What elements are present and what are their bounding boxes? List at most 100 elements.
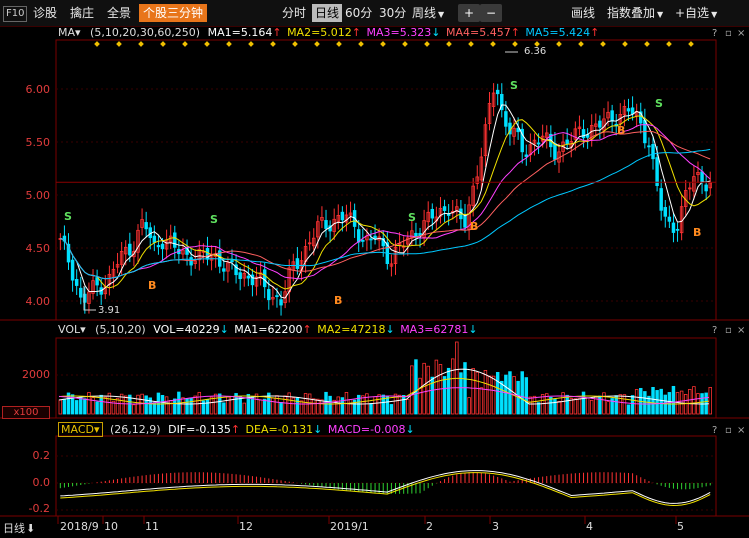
- fullscreen-icon[interactable]: ▫: [725, 28, 732, 39]
- volume-bar: [626, 404, 631, 415]
- candle-body: [647, 145, 651, 148]
- volume-bar: [634, 389, 639, 415]
- stock-3min-button[interactable]: 个股三分钟: [139, 4, 208, 22]
- candle-body: [124, 246, 128, 255]
- dropdown-arrow-icon[interactable]: ▾: [80, 323, 86, 336]
- zoom-in-button[interactable]: +: [458, 4, 481, 22]
- sell-signal: S: [655, 97, 663, 110]
- panorama-button[interactable]: 全景: [107, 6, 132, 20]
- volume-bar: [406, 398, 410, 415]
- vol-name[interactable]: VOL: [58, 323, 81, 336]
- candle-body: [626, 108, 631, 112]
- candle-body: [520, 128, 524, 153]
- candle-body: [414, 232, 418, 237]
- volume-bar: [540, 394, 545, 415]
- tab-60min[interactable]: 60分: [345, 6, 373, 20]
- volume-bar: [389, 404, 394, 415]
- event-marker-icon: [182, 41, 188, 47]
- volume-bar: [271, 397, 275, 415]
- volume-bar: [520, 371, 524, 415]
- candle-body: [422, 220, 426, 238]
- volume-bar: [647, 395, 651, 415]
- index-overlay-button[interactable]: 指数叠加 ▼: [607, 4, 663, 22]
- candle-body: [70, 259, 75, 281]
- candle-body: [663, 207, 668, 217]
- volume-bar: [643, 391, 647, 415]
- close-icon[interactable]: ×: [737, 28, 746, 39]
- candle-body: [193, 260, 197, 264]
- zoom-out-button[interactable]: −: [480, 4, 503, 22]
- volume-bar: [218, 393, 222, 415]
- candle-body: [258, 272, 263, 279]
- candle-body: [704, 184, 708, 192]
- fullscreen-icon[interactable]: ▫: [725, 425, 732, 436]
- volume-bar: [136, 394, 140, 415]
- candle-body: [553, 143, 557, 160]
- candle-body: [74, 279, 79, 286]
- tab-intraday[interactable]: 分时: [282, 6, 307, 20]
- f10-button[interactable]: F10: [3, 6, 28, 22]
- volume-bar: [246, 393, 251, 415]
- volume-bar: [393, 393, 398, 415]
- close-icon[interactable]: ×: [737, 425, 746, 436]
- watchlist-label: +自选: [675, 6, 710, 20]
- tab-30min[interactable]: 30分: [379, 6, 407, 20]
- tab-daily[interactable]: 日线: [312, 4, 343, 22]
- volume-bar: [475, 371, 479, 415]
- candle-body: [234, 264, 238, 276]
- help-icon[interactable]: ?: [712, 28, 718, 39]
- ma3-value: MA3=5.323: [366, 26, 432, 39]
- dropdown-arrow-icon[interactable]: ▾: [75, 26, 81, 39]
- capture-button[interactable]: 擒庄: [70, 6, 95, 20]
- volume-bar: [299, 400, 304, 415]
- ma5-value: MA5=5.424: [525, 26, 591, 39]
- close-icon[interactable]: ×: [737, 325, 746, 336]
- volume-bar: [565, 394, 569, 415]
- buy-signal: B: [148, 279, 157, 292]
- fullscreen-icon[interactable]: ▫: [725, 325, 732, 336]
- x-tick: 12: [239, 520, 253, 533]
- volume-bar: [504, 374, 508, 415]
- arrow-up-icon: ↑: [510, 26, 520, 39]
- macd-tick: 0.0: [32, 476, 51, 489]
- volume-bar: [160, 394, 165, 415]
- event-marker-icon: [94, 41, 100, 47]
- volume-bar: [201, 400, 206, 415]
- macd-tick: 0.2: [32, 449, 51, 462]
- event-marker-icon: [512, 41, 518, 47]
- tab-weekly[interactable]: 周线 ▼: [412, 4, 444, 22]
- candle-body: [181, 249, 185, 255]
- help-icon[interactable]: ?: [712, 425, 718, 436]
- volume-bar: [618, 394, 623, 415]
- period-selector[interactable]: 日线⬇: [3, 520, 35, 536]
- volume-bar: [361, 395, 365, 415]
- ma-name[interactable]: MA: [58, 26, 76, 39]
- diagnose-button[interactable]: 诊股: [33, 6, 58, 20]
- volume-bar: [630, 395, 635, 415]
- volume-bar: [356, 394, 361, 415]
- candle-body: [87, 291, 91, 304]
- volume-bar: [352, 399, 357, 415]
- candle-body: [381, 238, 385, 247]
- help-icon[interactable]: ?: [712, 325, 718, 336]
- dropdown-arrow-icon: ▾: [93, 423, 100, 436]
- macd-indicator-selector[interactable]: MACD▾: [58, 422, 103, 437]
- vol-params: (5,10,20): [95, 323, 146, 336]
- tab-weekly-label: 周线: [412, 6, 437, 20]
- candle-body: [545, 132, 549, 138]
- candle-body: [160, 243, 165, 250]
- volume-bar: [95, 401, 99, 415]
- vol-ma1-value: MA1=62200: [234, 323, 303, 336]
- volume-bar: [675, 392, 680, 415]
- macd-params: (26,12,9): [110, 423, 161, 436]
- event-marker-icon: [380, 41, 386, 47]
- sell-signal: S: [510, 79, 518, 92]
- watchlist-button[interactable]: +自选 ▼: [675, 4, 717, 22]
- draw-line-button[interactable]: 画线: [571, 6, 596, 20]
- arrow-up-icon: ↑: [272, 26, 282, 39]
- event-marker-icon: [424, 41, 430, 47]
- candle-body: [348, 212, 353, 216]
- arrow-down-icon: ↓: [431, 26, 441, 39]
- candle-body: [675, 228, 680, 231]
